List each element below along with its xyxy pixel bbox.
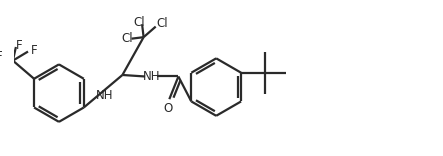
Text: F: F [31,44,37,56]
Text: F: F [16,39,22,52]
Text: Cl: Cl [121,32,133,45]
Text: Cl: Cl [133,16,145,29]
Text: Cl: Cl [156,17,167,30]
Text: NH: NH [142,70,160,83]
Text: F: F [0,50,3,63]
Text: O: O [163,102,172,115]
Text: NH: NH [96,89,113,102]
